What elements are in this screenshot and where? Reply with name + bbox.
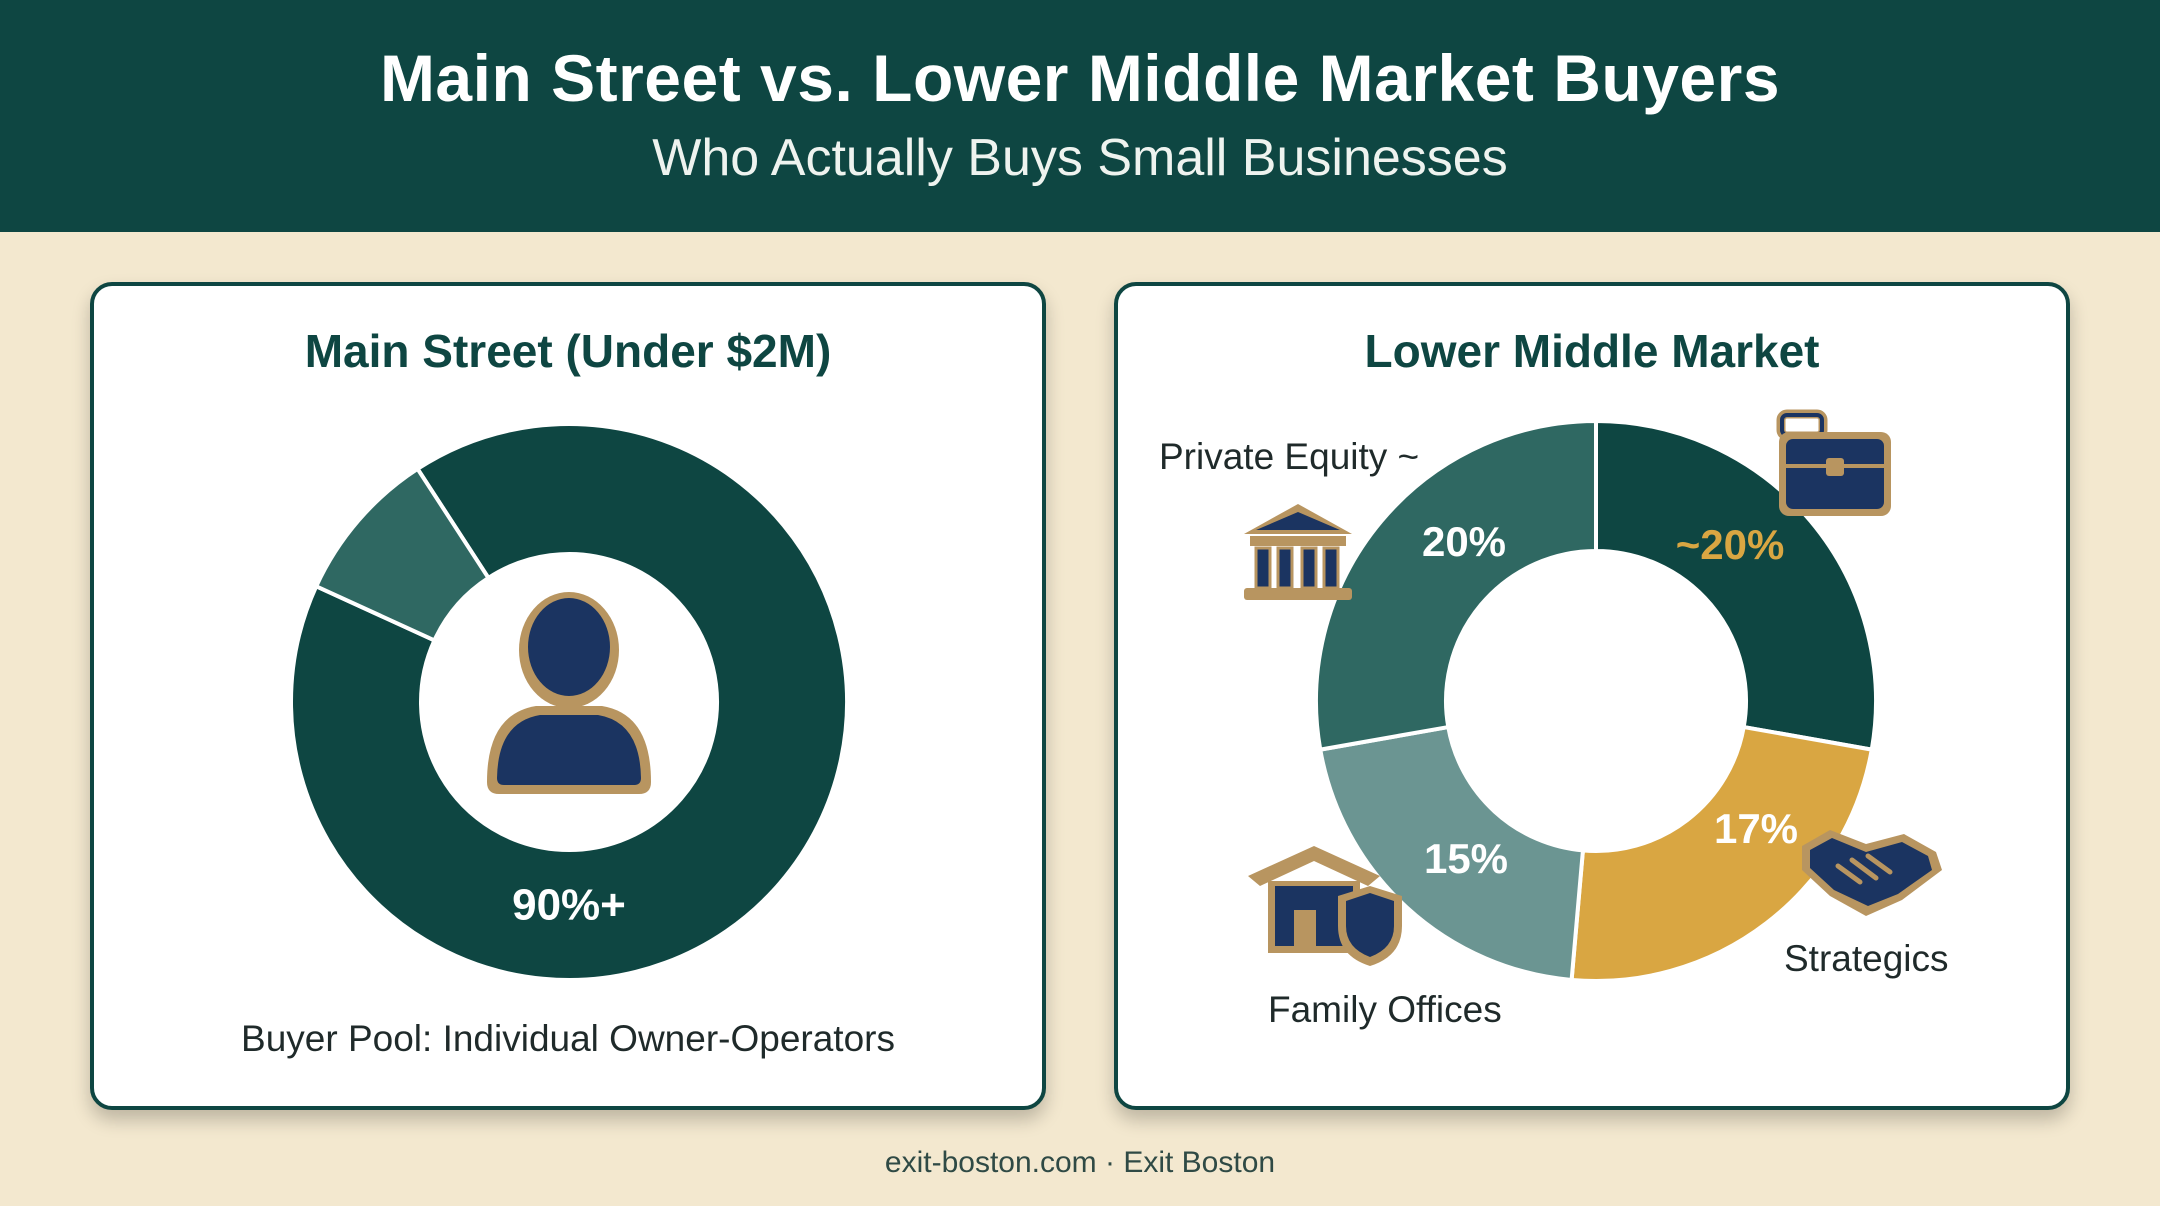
page-subtitle: Who Actually Buys Small Businesses [652, 129, 1508, 187]
category-label-family-offices: Family Offices [1268, 989, 1502, 1030]
donut-slice-2 [1317, 724, 1586, 983]
donut-slice-0 [1594, 418, 1878, 752]
slice-value-label-3: 20% [1422, 518, 1506, 565]
donut-slice-3 [1314, 418, 1598, 752]
person-icon [487, 592, 651, 794]
bank-icon [1244, 504, 1352, 600]
main-street-card: Main Street (Under $2M) 90%+ Buyer Pool:… [90, 282, 1046, 1110]
house-shield-icon [1248, 846, 1402, 966]
slice-value-label-0: ~20% [1676, 521, 1785, 568]
lower-middle-market-donut-chart: ~20% 17% 15% 20% [1244, 409, 1942, 983]
footer-credit: exit-boston.com · Exit Boston [884, 1146, 1276, 1179]
slice-value-label-1: 17% [1714, 805, 1798, 852]
handshake-icon [1802, 830, 1942, 916]
header-banner: Main Street vs. Lower Middle Market Buye… [0, 0, 2160, 232]
slice-value-label-2: 15% [1424, 835, 1508, 882]
page-title: Main Street vs. Lower Middle Market Buye… [379, 41, 1781, 115]
briefcase-icon [1776, 409, 1891, 516]
main-street-caption: Buyer Pool: Individual Owner-Operators [241, 1018, 895, 1059]
donut-slice-1 [313, 466, 492, 644]
slice-value-label-0: 90%+ [512, 881, 626, 930]
main-street-donut-chart: 90%+ [289, 422, 849, 982]
category-label-strategics: Strategics [1784, 938, 1949, 979]
main-street-title: Main Street (Under $2M) [304, 325, 832, 377]
donut-slice-0 [289, 422, 849, 982]
lower-middle-market-title: Lower Middle Market [1364, 325, 1820, 377]
category-label-private-equity: Private Equity ~ [1159, 436, 1420, 477]
lower-middle-market-card: Lower Middle Market ~20% 17% 15% 20% [1114, 282, 2070, 1110]
